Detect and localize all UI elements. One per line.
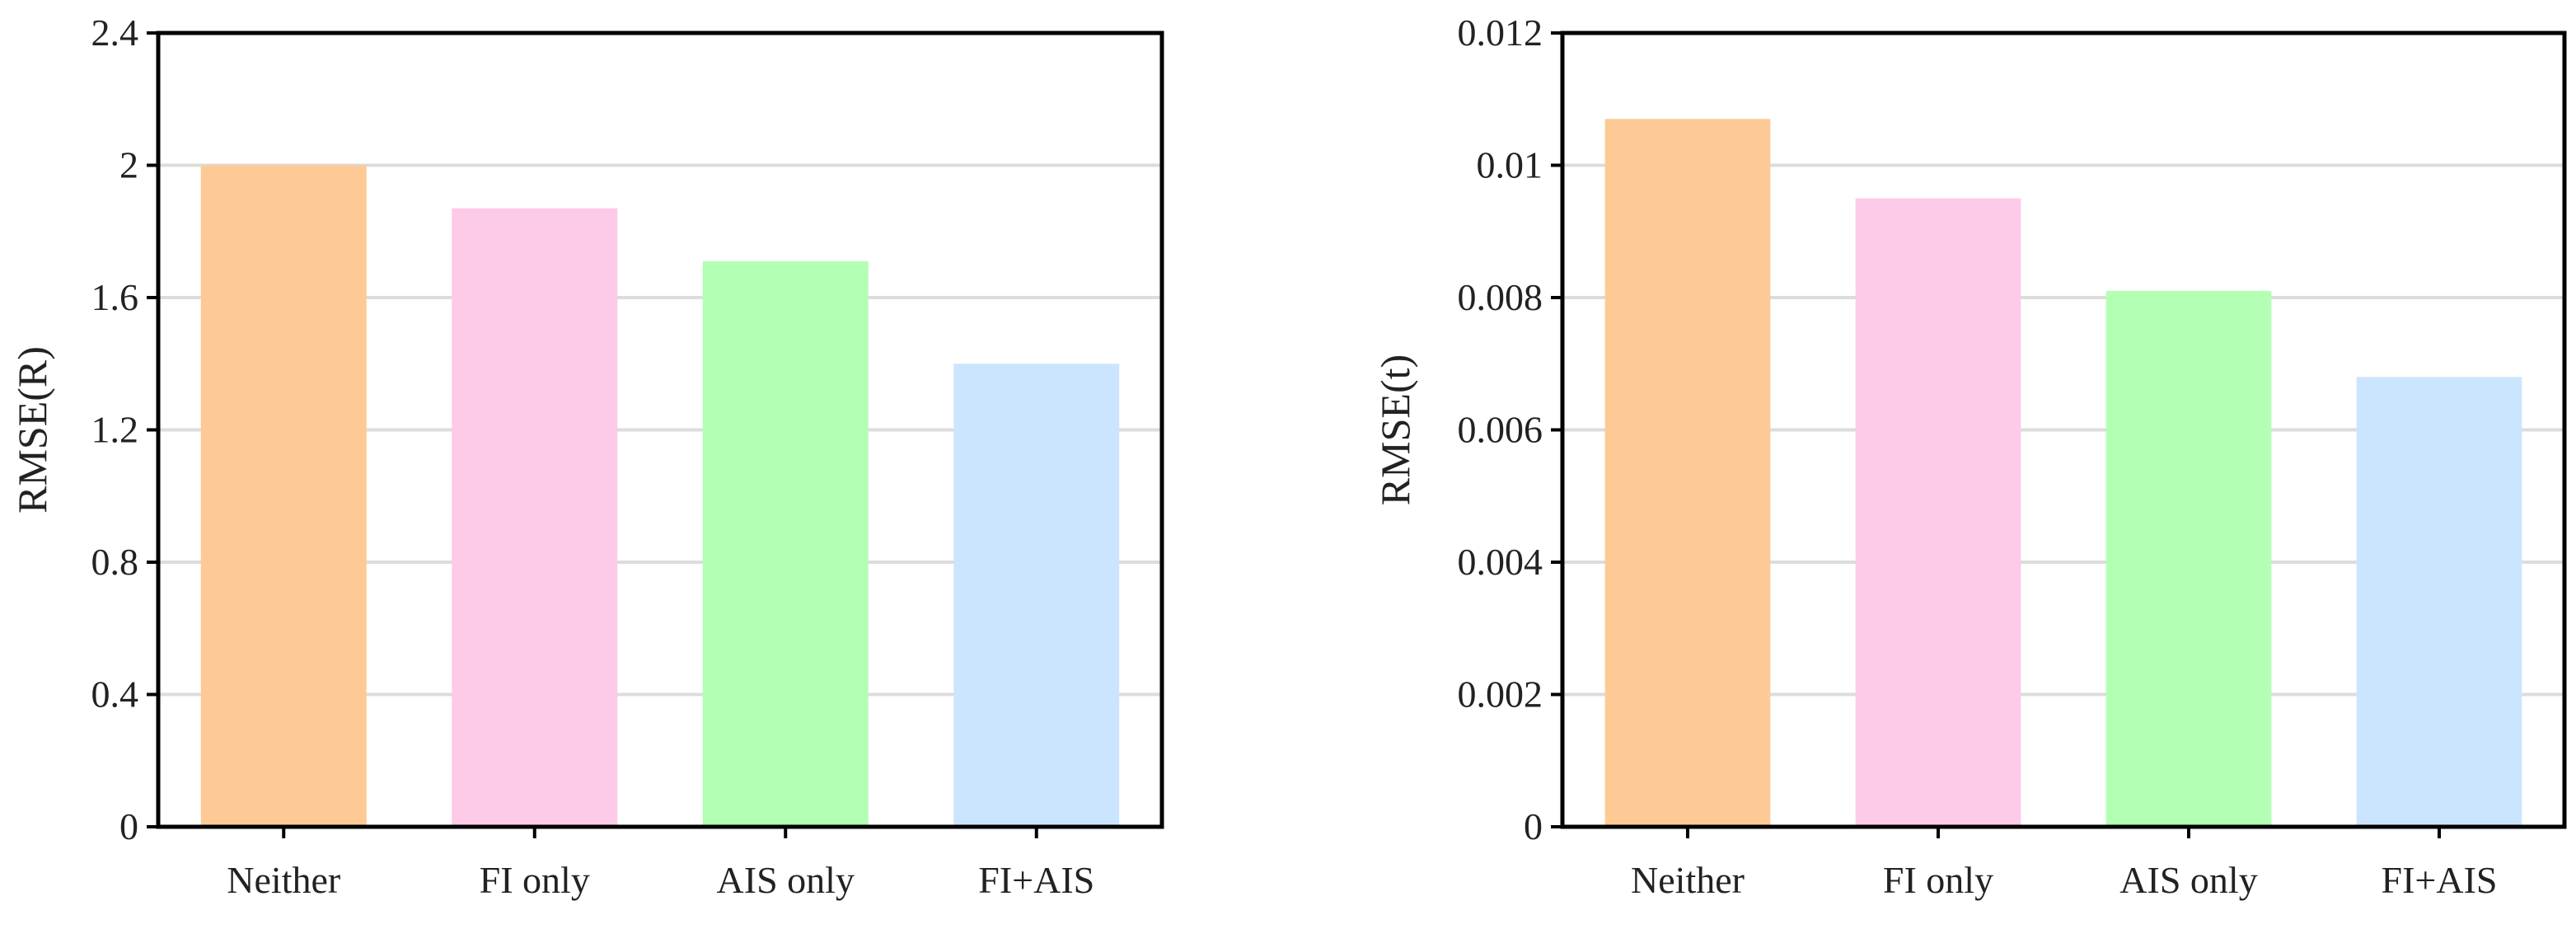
y-axis-title: RMSE(t) [1372, 354, 1418, 505]
x-tick-label: AIS only [717, 859, 855, 901]
chart-rmse-r: 0 0.4 0.8 1.2 1.6 2 2.4 Neither FI only AIS only F… [9, 12, 1164, 901]
plot-frame [156, 30, 1164, 829]
plot-frame [1560, 30, 2567, 829]
bar-ais-only [702, 260, 869, 827]
y-tick-label: 0 [1524, 805, 1543, 847]
bar-fi-only [1855, 198, 2021, 827]
x-tick-label: AIS only [2119, 859, 2257, 901]
x-tick-label: FI+AIS [2382, 859, 2498, 901]
bar-neither [1604, 119, 1771, 827]
y-tick-label: 0.4 [91, 673, 139, 716]
y-tick-label: 0.006 [1458, 409, 1543, 451]
x-tick-label: Neither [1631, 859, 1745, 901]
bar-ais-only [2105, 290, 2272, 828]
y-tick-label: 0.01 [1477, 144, 1543, 186]
y-tick-label: 0 [119, 805, 138, 847]
y-tick-label: 2 [119, 144, 138, 186]
y-tick-label: 1.2 [91, 409, 139, 451]
y-tick-label: 1.6 [91, 276, 139, 318]
y-tick-label: 0.012 [1458, 12, 1543, 54]
y-tick-label: 0.002 [1458, 673, 1543, 716]
x-tick-label: FI only [480, 859, 590, 901]
bar-fi-only [452, 208, 618, 828]
y-axis-title: RMSE(R) [9, 346, 55, 514]
chart-rmse-t: 0 0.002 0.004 0.006 0.008 0.01 0.012 Neither FI … [1372, 12, 2567, 901]
y-tick-label: 2.4 [91, 12, 139, 54]
bar-neither [200, 165, 367, 827]
x-tick-label: Neither [227, 859, 340, 901]
y-tick-label: 0.004 [1458, 541, 1543, 583]
y-tick-label: 0.8 [91, 541, 139, 583]
x-tick-label: FI only [1883, 859, 1993, 901]
y-tick-label: 0.008 [1458, 276, 1543, 318]
bar-fi-ais [953, 364, 1120, 827]
bar-fi-ais [2356, 377, 2522, 827]
x-tick-label: FI+AIS [978, 859, 1094, 901]
